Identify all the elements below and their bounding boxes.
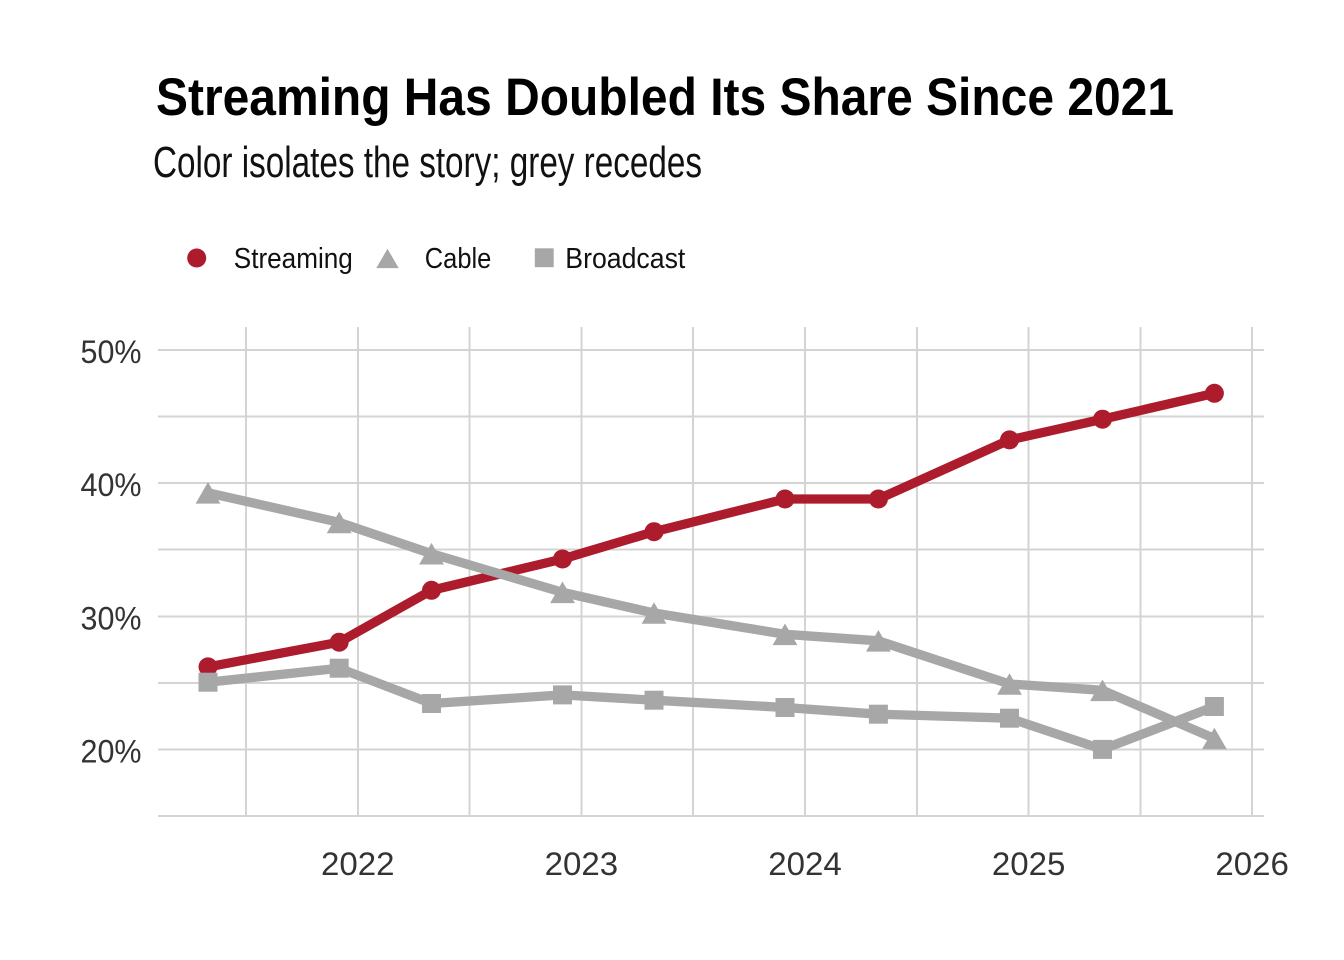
svg-text:Streaming: Streaming xyxy=(234,242,353,274)
svg-text:2025: 2025 xyxy=(992,846,1066,882)
svg-text:30%: 30% xyxy=(81,600,142,636)
svg-text:2023: 2023 xyxy=(545,846,619,882)
svg-text:20%: 20% xyxy=(81,733,142,769)
svg-text:2026: 2026 xyxy=(1215,846,1289,882)
svg-text:2022: 2022 xyxy=(321,846,395,882)
svg-text:Color isolates the story; grey: Color isolates the story; grey recedes xyxy=(153,139,702,187)
svg-text:50%: 50% xyxy=(81,334,142,370)
svg-text:Broadcast: Broadcast xyxy=(565,242,685,274)
svg-text:40%: 40% xyxy=(81,467,142,503)
svg-text:Cable: Cable xyxy=(425,242,492,274)
svg-text:2024: 2024 xyxy=(768,846,842,882)
svg-text:Streaming Has Doubled Its Shar: Streaming Has Doubled Its Share Since 20… xyxy=(156,69,1174,127)
